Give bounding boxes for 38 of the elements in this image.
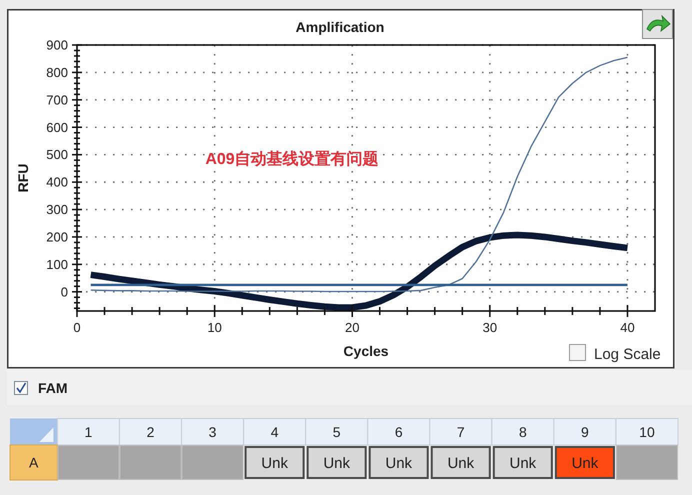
- text: Unk: [447, 455, 474, 472]
- text: Log Scale: [594, 346, 661, 363]
- x-tick-label: 30: [482, 320, 498, 335]
- x-tick-label: 8: [518, 424, 527, 440]
- x-tick-label: 10: [207, 320, 222, 335]
- x-tick-label: 0: [73, 320, 81, 335]
- chart-title: Amplification: [296, 19, 384, 35]
- y-tick-label: 400: [46, 174, 68, 190]
- y-tick-label: 0: [60, 284, 68, 300]
- x-tick-label: 6: [394, 424, 403, 440]
- annotation: A09自动基线设置有问题: [205, 150, 379, 168]
- text: Unk: [572, 455, 598, 472]
- x-tick-label: 10: [639, 424, 655, 440]
- y-tick-label: 200: [46, 229, 68, 244]
- y-tick-label: 700: [46, 92, 68, 108]
- x-tick-label: 4: [270, 424, 279, 440]
- chart-title: FAM: [38, 380, 68, 396]
- y-tick-label: 600: [46, 120, 68, 135]
- x-tick-label: 9: [581, 424, 590, 440]
- x-axis-title: Cycles: [343, 343, 389, 359]
- y-tick-label: 500: [46, 147, 68, 162]
- y-axis-title: RFU: [15, 164, 31, 192]
- x-tick-label: 5: [332, 424, 341, 440]
- y-tick-label: A: [29, 454, 40, 470]
- text: Unk: [385, 455, 412, 472]
- x-tick-label: 1: [84, 424, 93, 440]
- x-tick-label: 20: [345, 320, 360, 335]
- x-tick-label: 40: [620, 320, 635, 335]
- x-tick-label: 3: [208, 424, 217, 440]
- text: Unk: [261, 455, 288, 472]
- text: Unk: [510, 455, 536, 472]
- x-tick-label: 2: [146, 424, 155, 440]
- text: Unk: [323, 455, 350, 472]
- y-tick-label: 900: [46, 38, 68, 52]
- y-tick-label: 300: [46, 202, 68, 218]
- y-tick-label: 800: [46, 64, 68, 80]
- y-tick-label: 100: [46, 256, 68, 272]
- x-tick-label: 7: [456, 424, 465, 440]
